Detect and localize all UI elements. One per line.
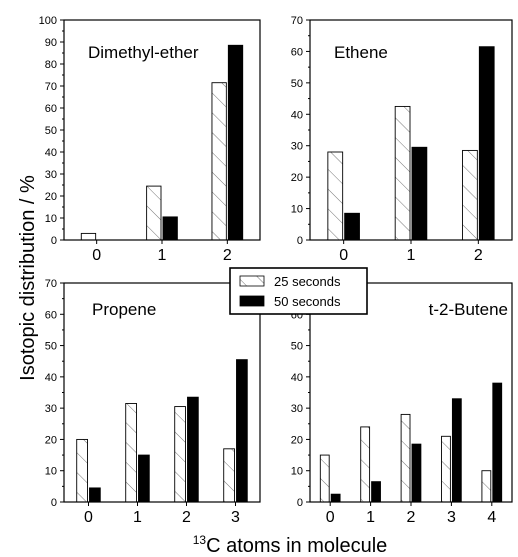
bar-25-seconds-dimethyl-ether-2 (211, 82, 227, 241)
y-tick-label-t-2-butene: 20 (291, 434, 303, 446)
panel-title-propene: Propene (92, 300, 156, 319)
bar-50-seconds-ethene-2 (478, 46, 495, 241)
bar-50-seconds-propene-1 (138, 454, 150, 503)
y-axis-title: Isotopic distribution / % (17, 175, 39, 381)
x-axis-title: 13C atoms in molecule (193, 533, 388, 557)
x-tick-label-t-2-butene: 2 (407, 509, 416, 526)
y-tick-label-dimethyl-ether: 90 (45, 37, 57, 49)
y-tick-label-t-2-butene: 50 (291, 341, 303, 353)
y-tick-label-dimethyl-ether: 60 (45, 103, 57, 115)
bar-50-seconds-t-2-butene-3 (451, 398, 462, 503)
y-tick-label-ethene: 20 (291, 172, 303, 184)
legend-label-25-seconds: 25 seconds (274, 274, 341, 289)
bar-50-seconds-t-2-butene-0 (330, 493, 341, 503)
bar-25-seconds-t-2-butene-2 (400, 413, 411, 503)
x-tick-label-t-2-butene: 0 (326, 509, 335, 526)
y-tick-label-dimethyl-ether: 0 (51, 235, 57, 247)
x-tick-label-t-2-butene: 4 (487, 509, 496, 526)
x-tick-label-dimethyl-ether: 2 (223, 247, 232, 264)
x-tick-label-ethene: 1 (407, 247, 416, 264)
y-tick-label-ethene: 60 (291, 46, 303, 58)
panel-ethene: 0 10 20 30 40 50 60 70 0 1 2 Ethene (291, 15, 513, 264)
panel-title-t-2-butene: t-2-Butene (429, 300, 508, 319)
bar-50-seconds-propene-2 (187, 396, 199, 503)
y-tick-label-propene: 70 (45, 278, 57, 290)
y-tick-label-dimethyl-ether: 30 (45, 169, 57, 181)
y-tick-label-dimethyl-ether: 20 (45, 191, 57, 203)
panel-title-ethene: Ethene (334, 43, 388, 62)
y-tick-label-t-2-butene: 40 (291, 372, 303, 384)
bar-50-seconds-t-2-butene-1 (371, 481, 381, 503)
bar-50-seconds-dimethyl-ether-1 (162, 216, 178, 241)
bar-25-seconds-propene-0 (76, 438, 88, 503)
bar-25-seconds-propene-1 (125, 403, 137, 503)
legend-swatch-50-seconds (239, 295, 265, 307)
y-tick-label-dimethyl-ether: 70 (45, 81, 57, 93)
y-tick-label-dimethyl-ether: 50 (45, 125, 57, 137)
y-tick-label-propene: 40 (45, 372, 57, 384)
y-tick-label-dimethyl-ether: 10 (45, 213, 57, 225)
legend: 25 seconds 50 seconds (229, 267, 368, 315)
x-tick-label-ethene: 0 (339, 247, 348, 264)
x-tick-label-propene: 3 (231, 509, 240, 526)
bar-25-seconds-t-2-butene-4 (481, 470, 492, 503)
x-tick-label-ethene: 2 (474, 247, 483, 264)
bar-25-seconds-ethene-1 (394, 105, 411, 241)
bar-50-seconds-t-2-butene-4 (492, 382, 503, 503)
legend-label-50-seconds: 50 seconds (274, 294, 341, 309)
bar-25-seconds-propene-3 (223, 448, 235, 503)
bar-50-seconds-dimethyl-ether-2 (227, 44, 244, 241)
y-tick-label-dimethyl-ether: 100 (39, 15, 57, 27)
bar-50-seconds-propene-0 (89, 487, 101, 503)
y-tick-label-dimethyl-ether: 40 (45, 147, 57, 159)
y-tick-label-t-2-butene: 10 (291, 466, 303, 478)
bar-50-seconds-propene-3 (236, 359, 248, 503)
bar-25-seconds-t-2-butene-1 (360, 426, 371, 503)
bar-25-seconds-t-2-butene-0 (319, 454, 330, 503)
x-axis-title-text: C atoms in molecule (206, 535, 387, 557)
y-tick-label-propene: 10 (45, 466, 57, 478)
y-tick-label-dimethyl-ether: 80 (45, 59, 57, 71)
bar-25-seconds-propene-2 (174, 406, 186, 503)
y-tick-label-ethene: 10 (291, 204, 303, 216)
x-tick-label-t-2-butene: 3 (447, 509, 456, 526)
x-tick-label-dimethyl-ether: 0 (92, 247, 101, 264)
bar-25-seconds-t-2-butene-3 (441, 435, 451, 503)
bar-25-seconds-dimethyl-ether-1 (146, 185, 162, 241)
y-tick-label-propene: 20 (45, 434, 57, 446)
y-tick-label-ethene: 0 (297, 235, 303, 247)
panel-title-dimethyl-ether: Dimethyl-ether (88, 43, 199, 62)
y-tick-label-ethene: 70 (291, 15, 303, 27)
y-tick-label-ethene: 40 (291, 109, 303, 121)
bar-25-seconds-dimethyl-ether-0 (80, 232, 97, 241)
bar-25-seconds-ethene-2 (462, 149, 478, 241)
panel-propene: 0 10 20 30 40 50 60 70 0 1 2 3 Propene (45, 278, 261, 526)
y-tick-label-propene: 60 (45, 309, 57, 321)
x-tick-label-propene: 0 (84, 509, 93, 526)
x-tick-label-dimethyl-ether: 1 (158, 247, 167, 264)
bar-50-seconds-ethene-0 (344, 212, 360, 241)
y-tick-label-t-2-butene: 0 (297, 497, 303, 509)
bar-25-seconds-ethene-0 (327, 151, 344, 241)
bar-50-seconds-ethene-1 (411, 146, 428, 241)
x-tick-label-propene: 2 (182, 509, 191, 526)
y-tick-label-ethene: 30 (291, 141, 303, 153)
panel-dimethyl-ether: 0 10 20 30 40 50 60 70 80 90 100 0 1 2 Dimethyl-ether (39, 15, 261, 264)
y-tick-label-propene: 0 (51, 497, 57, 509)
bar-50-seconds-t-2-butene-2 (411, 443, 422, 503)
y-tick-label-propene: 30 (45, 403, 57, 415)
x-axis-superscript: 13 (193, 533, 207, 547)
x-tick-label-propene: 1 (133, 509, 142, 526)
y-tick-label-t-2-butene: 30 (291, 403, 303, 415)
legend-swatch-25-seconds (239, 275, 265, 287)
x-tick-label-t-2-butene: 1 (366, 509, 375, 526)
y-tick-label-ethene: 50 (291, 78, 303, 90)
y-tick-label-propene: 50 (45, 341, 57, 353)
